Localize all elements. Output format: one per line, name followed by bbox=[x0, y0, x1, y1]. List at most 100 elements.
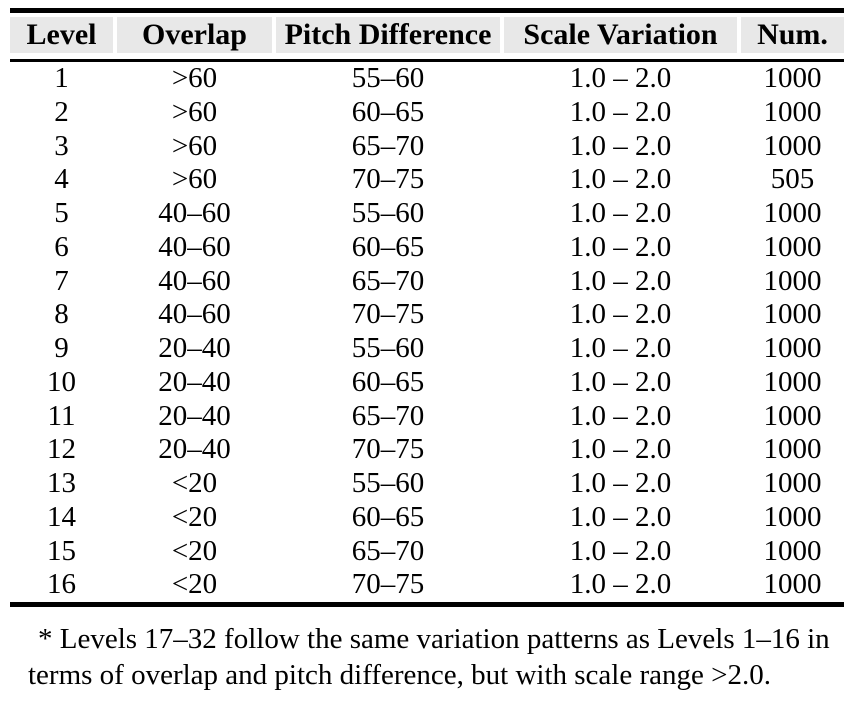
table-cell: 1.0 – 2.0 bbox=[569, 332, 672, 364]
table-row: 7 40–60 65–70 1.0 – 2.0 1000 bbox=[10, 265, 844, 299]
table-cell: >60 bbox=[171, 62, 218, 94]
paper-table: Level Overlap Pitch Difference Scale Var… bbox=[10, 8, 844, 693]
table-cell: 70–75 bbox=[351, 568, 425, 601]
header-cell-scale-variation: Scale Variation bbox=[504, 17, 737, 53]
table-cell: 65–70 bbox=[351, 534, 425, 567]
table-cell: <20 bbox=[171, 500, 218, 533]
table-cell: 1.0 – 2.0 bbox=[569, 399, 672, 432]
table-cell: 40–60 bbox=[158, 298, 231, 331]
table-cell: 1000 bbox=[763, 534, 822, 567]
table-cell: 11 bbox=[47, 399, 76, 432]
table-row: 8 40–60 70–75 1.0 – 2.0 1000 bbox=[10, 298, 844, 332]
table-cell: 70–75 bbox=[351, 433, 425, 466]
top-rule bbox=[10, 8, 844, 13]
table-cell: 8 bbox=[54, 298, 69, 331]
table-cell: 2 bbox=[54, 95, 69, 128]
table-row: 1 >60 55–60 1.0 – 2.0 1000 bbox=[10, 62, 844, 96]
table-cell: 1000 bbox=[763, 298, 822, 331]
table-cell: 65–70 bbox=[351, 399, 425, 432]
table-cell: 1000 bbox=[763, 95, 822, 128]
table-cell: 5 bbox=[54, 197, 69, 229]
table-cell: 60–65 bbox=[351, 230, 425, 263]
table-cell: 1.0 – 2.0 bbox=[569, 62, 672, 94]
table-cell: 65–70 bbox=[351, 129, 425, 162]
table-row: 3 >60 65–70 1.0 – 2.0 1000 bbox=[10, 130, 844, 164]
table-cell: <20 bbox=[171, 467, 218, 499]
table-cell: >60 bbox=[171, 95, 218, 128]
table-cell: 6 bbox=[54, 230, 69, 263]
table-cell: 1.0 – 2.0 bbox=[569, 163, 672, 196]
table-cell: <20 bbox=[171, 534, 218, 567]
table-row: 5 40–60 55–60 1.0 – 2.0 1000 bbox=[10, 197, 844, 231]
table-cell: 1.0 – 2.0 bbox=[569, 95, 672, 128]
bottom-rule bbox=[10, 602, 844, 607]
table-cell: 1000 bbox=[763, 568, 822, 601]
header-rule bbox=[10, 59, 844, 62]
table-row: 16 <20 70–75 1.0 – 2.0 1000 bbox=[10, 568, 844, 602]
table-cell: 1000 bbox=[763, 230, 822, 263]
table-cell: 65–70 bbox=[351, 264, 425, 297]
table-cell: 9 bbox=[54, 332, 69, 364]
table-row: 10 20–40 60–65 1.0 – 2.0 1000 bbox=[10, 366, 844, 400]
table-cell: 505 bbox=[770, 163, 815, 196]
table-cell: 60–65 bbox=[351, 365, 425, 398]
table-cell: 1.0 – 2.0 bbox=[569, 298, 672, 331]
table-cell: 1.0 – 2.0 bbox=[569, 197, 672, 229]
table-cell: 13 bbox=[47, 467, 76, 499]
table-cell: 1.0 – 2.0 bbox=[569, 365, 672, 398]
table-cell: 1000 bbox=[763, 62, 822, 94]
table-cell: 1.0 – 2.0 bbox=[569, 264, 672, 297]
table-row: 15 <20 65–70 1.0 – 2.0 1000 bbox=[10, 535, 844, 569]
table-cell: 60–65 bbox=[351, 500, 425, 533]
table-cell: 40–60 bbox=[158, 197, 231, 229]
table-cell: 1.0 – 2.0 bbox=[569, 433, 672, 466]
table-cell: 1.0 – 2.0 bbox=[569, 534, 672, 567]
table-cell: 4 bbox=[54, 163, 69, 196]
header-cell-pitch-difference: Pitch Difference bbox=[276, 17, 500, 53]
table-cell: 1.0 – 2.0 bbox=[569, 467, 672, 499]
table-row: 4 >60 70–75 1.0 – 2.0 505 bbox=[10, 163, 844, 197]
table-cell: 12 bbox=[47, 433, 76, 466]
table-cell: 1000 bbox=[763, 399, 822, 432]
table-row: 13 <20 55–60 1.0 – 2.0 1000 bbox=[10, 467, 844, 501]
table-cell: 1.0 – 2.0 bbox=[569, 568, 672, 601]
header-cell-num: Num. bbox=[741, 17, 844, 53]
table-cell: 14 bbox=[47, 500, 76, 533]
table-row: 9 20–40 55–60 1.0 – 2.0 1000 bbox=[10, 332, 844, 366]
table-row: 6 40–60 60–65 1.0 – 2.0 1000 bbox=[10, 231, 844, 265]
header-cell-overlap: Overlap bbox=[117, 17, 272, 53]
table-cell: 20–40 bbox=[158, 399, 231, 432]
table-cell: 7 bbox=[54, 264, 69, 297]
table-cell: 60–65 bbox=[351, 95, 425, 128]
header-cell-level: Level bbox=[10, 17, 113, 53]
table-cell: 1000 bbox=[763, 467, 822, 499]
table-row: 14 <20 60–65 1.0 – 2.0 1000 bbox=[10, 501, 844, 535]
table-row: 2 >60 60–65 1.0 – 2.0 1000 bbox=[10, 96, 844, 130]
table-cell: 55–60 bbox=[351, 467, 425, 499]
table-cell: >60 bbox=[171, 163, 218, 196]
table-footnote: * Levels 17–32 follow the same variation… bbox=[28, 623, 830, 691]
table-body: 1 >60 55–60 1.0 – 2.0 1000 2 >60 60–65 1.0 – 2.0… bbox=[10, 62, 844, 602]
table-header-row: Level Overlap Pitch Difference Scale Var… bbox=[10, 17, 844, 53]
table-cell: 1000 bbox=[763, 264, 822, 297]
table-cell: 1 bbox=[54, 62, 69, 94]
table-cell: 1000 bbox=[763, 365, 822, 398]
table-cell: 20–40 bbox=[158, 332, 231, 364]
table-cell: 3 bbox=[54, 129, 69, 162]
table-cell: >60 bbox=[171, 129, 218, 162]
table-cell: 40–60 bbox=[158, 264, 231, 297]
table-cell: 55–60 bbox=[351, 332, 425, 364]
table-cell: 55–60 bbox=[351, 197, 425, 229]
table-cell: <20 bbox=[171, 568, 218, 601]
table-row: 12 20–40 70–75 1.0 – 2.0 1000 bbox=[10, 433, 844, 467]
table-cell: 1000 bbox=[763, 332, 822, 364]
table-cell: 1000 bbox=[763, 500, 822, 533]
table-cell: 1000 bbox=[763, 129, 822, 162]
table-cell: 1000 bbox=[763, 433, 822, 466]
table-cell: 1.0 – 2.0 bbox=[569, 500, 672, 533]
table-cell: 1000 bbox=[763, 197, 822, 229]
table-cell: 1.0 – 2.0 bbox=[569, 129, 672, 162]
table-cell: 40–60 bbox=[158, 230, 231, 263]
table-cell: 55–60 bbox=[351, 62, 425, 94]
table-row: 11 20–40 65–70 1.0 – 2.0 1000 bbox=[10, 400, 844, 434]
